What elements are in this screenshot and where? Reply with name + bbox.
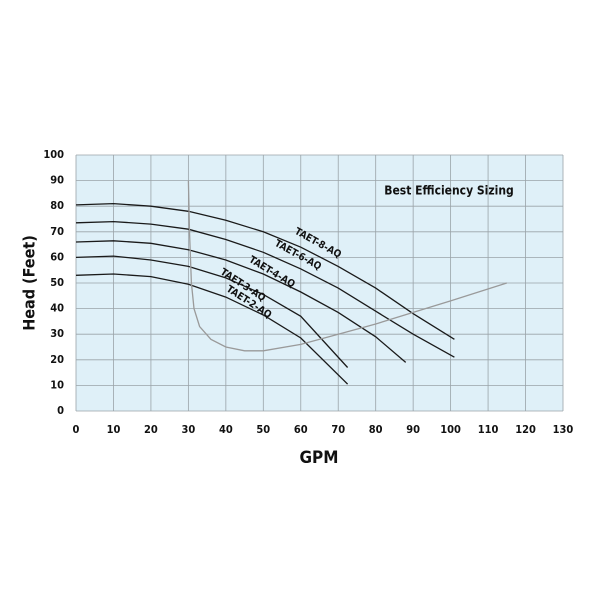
- series-line: [75, 240, 407, 363]
- y-tick-label: 100: [43, 148, 64, 161]
- x-tick-label: 70: [331, 423, 345, 436]
- x-tick-label: 100: [440, 423, 461, 436]
- x-tick-label: 130: [553, 423, 574, 436]
- y-tick-label: 70: [50, 225, 64, 238]
- series-line: [187, 180, 507, 352]
- x-tick-label: 80: [369, 423, 383, 436]
- x-tick-label: 0: [73, 423, 80, 436]
- y-tick-label: 50: [50, 276, 64, 289]
- x-tick-label: 40: [219, 423, 233, 436]
- y-axis-label: Head (Feet): [20, 235, 39, 331]
- y-tick-label: 90: [50, 174, 64, 187]
- y-tick-label: 10: [50, 378, 64, 391]
- x-axis-label: GPM: [300, 448, 339, 468]
- y-tick-label: 0: [57, 404, 64, 417]
- y-tick-label: 60: [50, 250, 64, 263]
- series-line: [75, 273, 349, 385]
- x-tick-label: 30: [181, 423, 195, 436]
- x-tick-label: 50: [256, 423, 270, 436]
- y-tick-label: 80: [50, 199, 64, 212]
- x-tick-label: 110: [478, 423, 499, 436]
- x-tick-label: 10: [107, 423, 121, 436]
- x-tick-label: 90: [406, 423, 420, 436]
- y-tick-label: 20: [50, 353, 64, 366]
- x-tick-label: 20: [144, 423, 158, 436]
- x-tick-label: 60: [294, 423, 308, 436]
- x-tick-label: 120: [515, 423, 536, 436]
- series-line: [75, 255, 349, 368]
- annotation: Best Efficiency Sizing: [384, 184, 513, 198]
- series-line: [75, 220, 455, 358]
- y-tick-label: 30: [50, 327, 64, 340]
- y-tick-label: 40: [50, 302, 64, 315]
- series-line: [75, 202, 455, 340]
